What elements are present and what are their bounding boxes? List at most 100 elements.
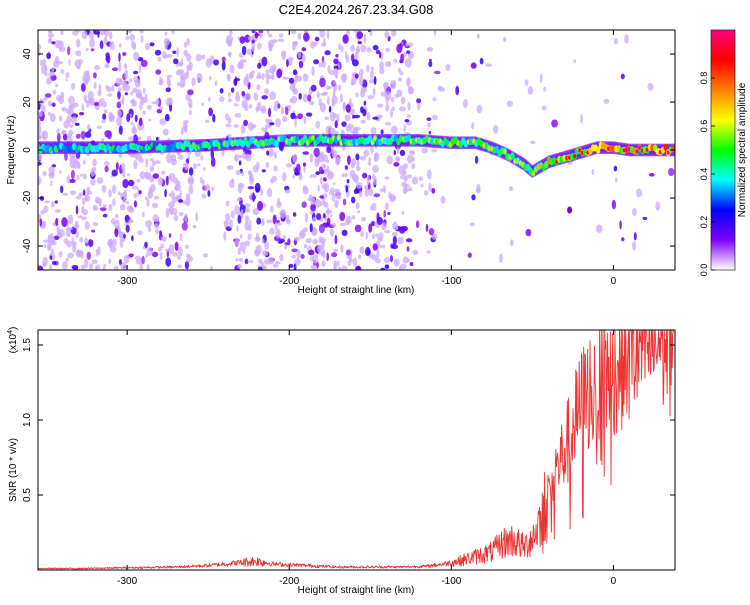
ridge-peak <box>373 136 377 141</box>
noise-speckle <box>302 162 306 167</box>
noise-speckle <box>278 38 285 42</box>
noise-speckle <box>415 220 420 229</box>
noise-speckle <box>148 118 152 122</box>
noise-speckle <box>411 176 419 185</box>
noise-speckle <box>276 201 282 209</box>
noise-speckle <box>90 178 96 186</box>
noise-speckle <box>285 163 293 168</box>
noise-speckle <box>69 124 74 129</box>
noise-speckle <box>353 174 359 184</box>
noise-speckle <box>157 176 164 186</box>
noise-speckle <box>239 234 243 239</box>
noise-speckle <box>356 31 363 40</box>
noise-speckle <box>319 102 326 113</box>
noise-speckle <box>344 114 351 122</box>
snr-scale-close: ) <box>8 327 19 330</box>
noise-speckle <box>363 100 367 106</box>
noise-speckle <box>133 193 138 199</box>
noise-speckle <box>66 227 73 231</box>
noise-speckle <box>63 237 69 245</box>
noise-speckle <box>292 153 298 163</box>
noise-speckle <box>93 72 97 79</box>
noise-speckle <box>233 124 239 128</box>
noise-speckle <box>146 198 150 208</box>
noise-speckle <box>264 88 270 95</box>
noise-speckle <box>290 95 297 104</box>
noise-speckle <box>339 211 346 222</box>
noise-speckle <box>203 167 206 172</box>
noise-speckle <box>269 227 275 235</box>
noise-speckle <box>347 260 352 267</box>
noise-speckle <box>102 113 107 120</box>
noise-speckle <box>86 251 92 260</box>
noise-speckle <box>376 114 383 118</box>
noise-speckle <box>62 129 66 135</box>
noise-speckle <box>244 258 249 265</box>
noise-speckle <box>379 67 385 75</box>
noise-speckle <box>165 248 172 252</box>
noise-speckle <box>235 258 239 262</box>
noise-speckle <box>94 196 101 204</box>
noise-speckle <box>376 248 380 258</box>
noise-speckle <box>261 73 265 80</box>
noise-speckle <box>368 156 372 162</box>
y-tick-label: 1.5 <box>22 338 33 352</box>
noise-speckle <box>371 202 377 211</box>
noise-speckle <box>244 221 249 231</box>
noise-speckle <box>428 130 432 135</box>
noise-speckle <box>117 87 122 92</box>
noise-speckle <box>326 252 330 262</box>
noise-speckle <box>96 125 103 129</box>
noise-speckle <box>428 182 432 192</box>
noise-speckle <box>202 253 209 258</box>
noise-speckle <box>308 249 315 256</box>
noise-speckle <box>48 71 55 77</box>
noise-speckle <box>145 157 149 168</box>
noise-speckle <box>365 246 371 257</box>
noise-speckle <box>89 38 95 48</box>
noise-speckle <box>170 158 177 166</box>
noise-speckle <box>328 170 332 174</box>
noise-speckle <box>179 232 183 242</box>
noise-speckle <box>168 172 176 182</box>
noise-speckle <box>392 235 397 246</box>
noise-speckle <box>323 92 328 96</box>
noise-speckle <box>294 258 301 266</box>
noise-speckle <box>56 95 63 102</box>
noise-speckle <box>386 155 394 165</box>
noise-speckle <box>60 30 64 35</box>
noise-speckle <box>390 108 393 118</box>
noise-speckle <box>121 162 126 171</box>
spectrogram-marks <box>38 30 675 270</box>
noise-speckle <box>156 136 159 141</box>
noise-speckle <box>305 237 312 244</box>
noise-speckle <box>266 78 269 85</box>
noise-speckle <box>181 222 188 231</box>
noise-speckle <box>77 215 83 219</box>
noise-speckle <box>103 264 107 268</box>
noise-speckle <box>160 244 165 249</box>
noise-speckle <box>385 47 390 52</box>
noise-speckle <box>42 239 49 243</box>
noise-speckle <box>69 178 76 183</box>
noise-speckle <box>179 190 183 198</box>
noise-speckle <box>319 237 326 244</box>
snr-ylabel: SNR (10 * v/v) <box>8 438 19 502</box>
noise-speckle <box>432 97 437 102</box>
noise-speckle <box>407 42 414 47</box>
noise-speckle <box>391 125 398 134</box>
noise-speckle <box>256 84 261 91</box>
noise-speckle <box>485 63 493 67</box>
noise-speckle <box>121 169 126 178</box>
noise-speckle <box>378 51 382 59</box>
noise-speckle <box>139 262 143 270</box>
noise-speckle <box>421 147 428 154</box>
noise-speckle <box>463 99 468 109</box>
noise-speckle <box>580 114 583 124</box>
noise-speckle <box>277 240 283 244</box>
noise-speckle <box>165 87 171 93</box>
noise-speckle <box>323 177 327 182</box>
noise-speckle <box>251 30 256 34</box>
noise-speckle <box>310 84 317 92</box>
noise-speckle <box>267 74 273 80</box>
